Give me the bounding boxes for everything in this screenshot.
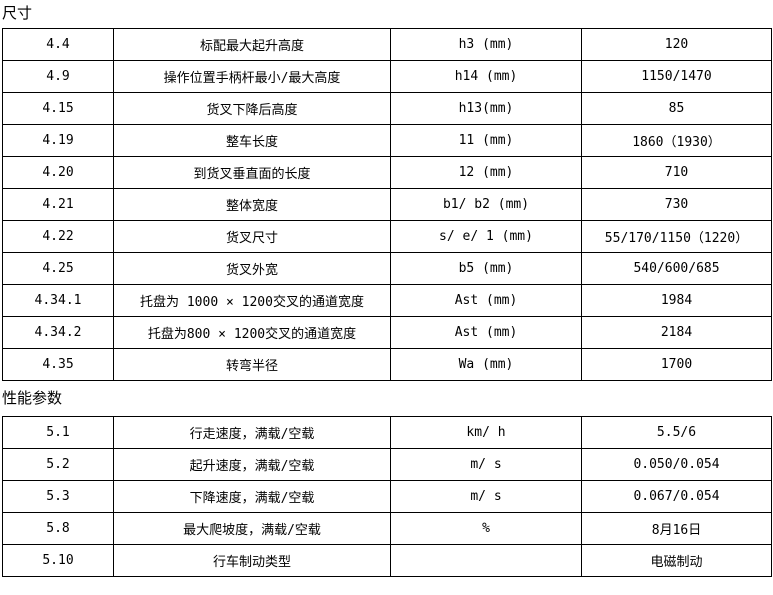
- row-value-cell: 710: [581, 156, 772, 189]
- performance-table: 5.1 行走速度，满载/空载 km/ h 5.5/6 5.2 起升速度，满载/空…: [2, 416, 772, 577]
- row-label-cell: 起升速度，满载/空载: [113, 448, 391, 481]
- table-row: 4.4 标配最大起升高度 h3 (mm) 120: [2, 28, 772, 61]
- row-label-cell: 转弯半径: [113, 348, 391, 381]
- row-value-cell: 电磁制动: [581, 544, 772, 577]
- row-label-cell: 到货叉垂直面的长度: [113, 156, 391, 189]
- row-symbol-cell: s/ e/ 1 (mm): [390, 220, 582, 253]
- table-row: 4.20 到货叉垂直面的长度 12 (mm) 710: [2, 156, 772, 189]
- row-value-cell: 5.5/6: [581, 416, 772, 449]
- row-symbol-cell: h13(mm): [390, 92, 582, 125]
- row-value-cell: 0.050/0.054: [581, 448, 772, 481]
- row-symbol-cell: 11 (mm): [390, 124, 582, 157]
- row-symbol-cell: %: [390, 512, 582, 545]
- row-symbol-cell: Wa (mm): [390, 348, 582, 381]
- table-row: 4.34.1 托盘为 1000 × 1200交叉的通道宽度 Ast (mm) 1…: [2, 284, 772, 317]
- row-code-cell: 5.1: [2, 416, 114, 449]
- row-label-cell: 托盘为800 × 1200交叉的通道宽度: [113, 316, 391, 349]
- row-label-cell: 标配最大起升高度: [113, 28, 391, 61]
- row-value-cell: 120: [581, 28, 772, 61]
- dimensions-table: 4.4 标配最大起升高度 h3 (mm) 120 4.9 操作位置手柄杆最小/最…: [2, 28, 772, 381]
- row-value-cell: 55/170/1150（1220）: [581, 220, 772, 253]
- row-code-cell: 4.35: [2, 348, 114, 381]
- row-symbol-cell: Ast (mm): [390, 316, 582, 349]
- row-symbol-cell: 12 (mm): [390, 156, 582, 189]
- row-value-cell: 540/600/685: [581, 252, 772, 285]
- table-row: 4.34.2 托盘为800 × 1200交叉的通道宽度 Ast (mm) 218…: [2, 316, 772, 349]
- row-code-cell: 4.25: [2, 252, 114, 285]
- row-label-cell: 行车制动类型: [113, 544, 391, 577]
- row-value-cell: 1860（1930）: [581, 124, 772, 157]
- row-code-cell: 4.22: [2, 220, 114, 253]
- row-code-cell: 4.21: [2, 188, 114, 221]
- section-title-dimensions: 尺寸: [2, 4, 33, 22]
- row-symbol-cell: [390, 544, 582, 577]
- table-row: 4.35 转弯半径 Wa (mm) 1700: [2, 348, 772, 381]
- row-code-cell: 4.9: [2, 60, 114, 93]
- row-symbol-cell: m/ s: [390, 448, 582, 481]
- table-row: 4.9 操作位置手柄杆最小/最大高度 h14 (mm) 1150/1470: [2, 60, 772, 93]
- row-code-cell: 4.34.2: [2, 316, 114, 349]
- table-row: 5.2 起升速度，满载/空载 m/ s 0.050/0.054: [2, 448, 772, 481]
- dimensions-table-body: 4.4 标配最大起升高度 h3 (mm) 120 4.9 操作位置手柄杆最小/最…: [2, 28, 772, 381]
- row-label-cell: 整车长度: [113, 124, 391, 157]
- row-label-cell: 货叉尺寸: [113, 220, 391, 253]
- row-value-cell: 8月16日: [581, 512, 772, 545]
- row-code-cell: 4.15: [2, 92, 114, 125]
- table-row: 4.22 货叉尺寸 s/ e/ 1 (mm) 55/170/1150（1220）: [2, 220, 772, 253]
- row-symbol-cell: b5 (mm): [390, 252, 582, 285]
- table-row: 4.25 货叉外宽 b5 (mm) 540/600/685: [2, 252, 772, 285]
- row-label-cell: 操作位置手柄杆最小/最大高度: [113, 60, 391, 93]
- table-row: 5.8 最大爬坡度，满载/空载 % 8月16日: [2, 512, 772, 545]
- row-value-cell: 1984: [581, 284, 772, 317]
- row-value-cell: 2184: [581, 316, 772, 349]
- table-row: 4.19 整车长度 11 (mm) 1860（1930）: [2, 124, 772, 157]
- row-value-cell: 1700: [581, 348, 772, 381]
- row-label-cell: 下降速度，满载/空载: [113, 480, 391, 513]
- row-label-cell: 货叉外宽: [113, 252, 391, 285]
- performance-table-body: 5.1 行走速度，满载/空载 km/ h 5.5/6 5.2 起升速度，满载/空…: [2, 416, 772, 577]
- row-code-cell: 4.34.1: [2, 284, 114, 317]
- table-row: 4.15 货叉下降后高度 h13(mm) 85: [2, 92, 772, 125]
- row-code-cell: 4.20: [2, 156, 114, 189]
- table-row: 5.10 行车制动类型 电磁制动: [2, 544, 772, 577]
- row-value-cell: 0.067/0.054: [581, 480, 772, 513]
- row-symbol-cell: b1/ b2 (mm): [390, 188, 582, 221]
- row-value-cell: 85: [581, 92, 772, 125]
- row-code-cell: 5.8: [2, 512, 114, 545]
- row-value-cell: 1150/1470: [581, 60, 772, 93]
- section-title-performance: 性能参数: [2, 389, 63, 407]
- table-row: 5.1 行走速度，满载/空载 km/ h 5.5/6: [2, 416, 772, 449]
- row-code-cell: 5.3: [2, 480, 114, 513]
- row-code-cell: 5.10: [2, 544, 114, 577]
- row-code-cell: 5.2: [2, 448, 114, 481]
- table-row: 5.3 下降速度，满载/空载 m/ s 0.067/0.054: [2, 480, 772, 513]
- row-symbol-cell: h14 (mm): [390, 60, 582, 93]
- table-row: 4.21 整体宽度 b1/ b2 (mm) 730: [2, 188, 772, 221]
- row-value-cell: 730: [581, 188, 772, 221]
- row-code-cell: 4.19: [2, 124, 114, 157]
- row-label-cell: 托盘为 1000 × 1200交叉的通道宽度: [113, 284, 391, 317]
- row-code-cell: 4.4: [2, 28, 114, 61]
- row-symbol-cell: km/ h: [390, 416, 582, 449]
- row-label-cell: 整体宽度: [113, 188, 391, 221]
- row-label-cell: 货叉下降后高度: [113, 92, 391, 125]
- row-symbol-cell: h3 (mm): [390, 28, 582, 61]
- row-symbol-cell: m/ s: [390, 480, 582, 513]
- row-label-cell: 最大爬坡度，满载/空载: [113, 512, 391, 545]
- row-symbol-cell: Ast (mm): [390, 284, 582, 317]
- row-label-cell: 行走速度，满载/空载: [113, 416, 391, 449]
